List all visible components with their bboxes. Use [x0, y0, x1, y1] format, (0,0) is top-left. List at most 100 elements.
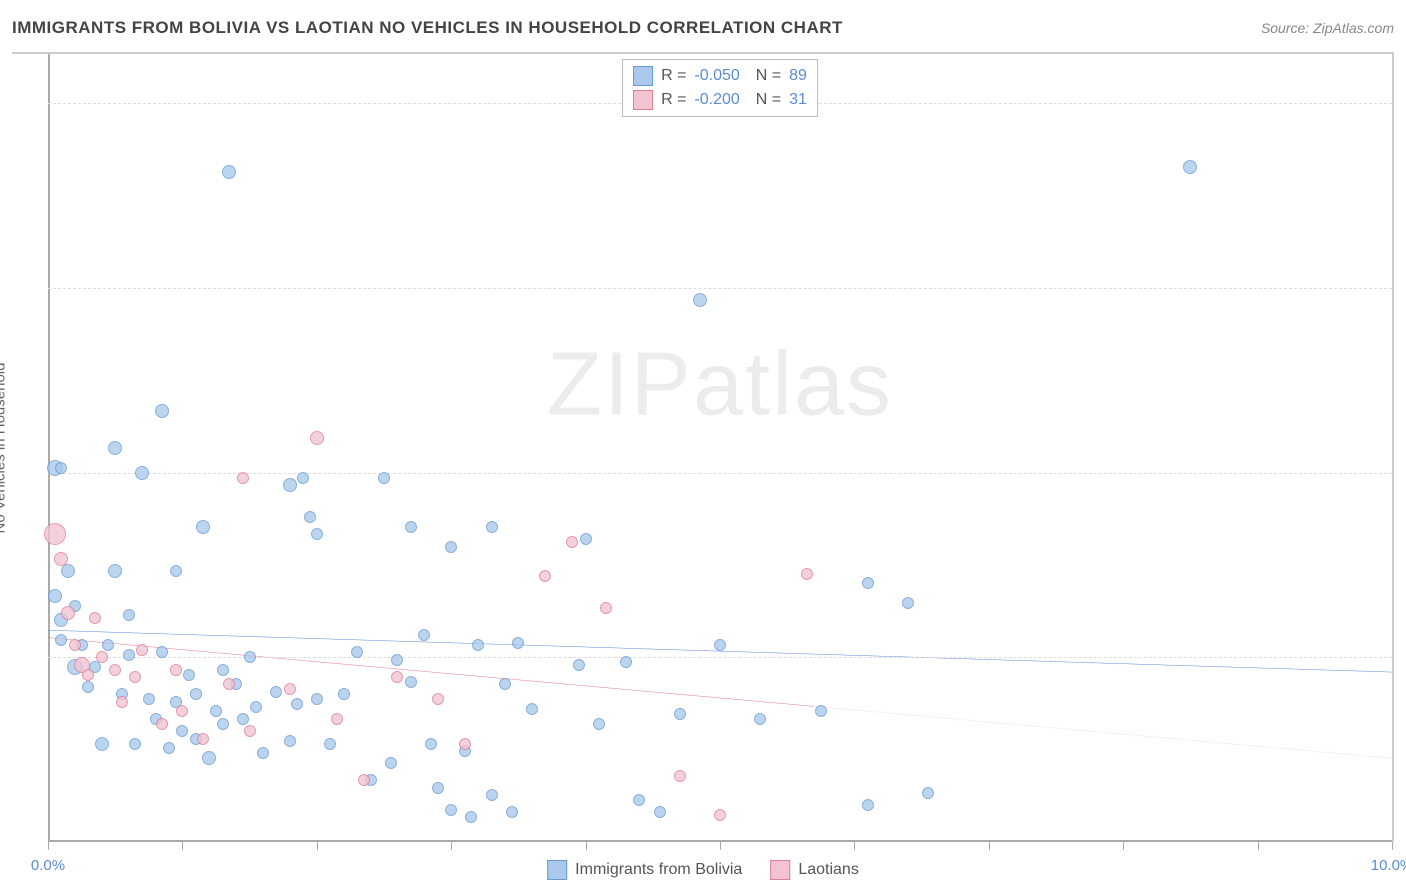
data-point [1183, 160, 1197, 174]
data-point [405, 521, 417, 533]
data-point [129, 671, 141, 683]
stat-value-r: -0.200 [694, 88, 739, 112]
data-point [136, 644, 148, 656]
data-point [222, 165, 236, 179]
stat-value-n: 31 [789, 88, 807, 112]
stat-label-r: R = [661, 88, 686, 112]
watermark: ZIPatlas [547, 333, 893, 436]
data-point [620, 656, 632, 668]
data-point [674, 708, 686, 720]
x-tick [854, 842, 855, 850]
data-point [815, 705, 827, 717]
data-point [432, 782, 444, 794]
data-point [156, 646, 168, 658]
data-point [283, 478, 297, 492]
stats-legend-row: R = -0.200 N = 31 [633, 88, 807, 112]
data-point [580, 533, 592, 545]
legend-swatch [547, 860, 567, 880]
data-point [223, 678, 235, 690]
data-point [324, 738, 336, 750]
data-point [633, 794, 645, 806]
data-point [237, 472, 249, 484]
stat-label-n: N = [756, 64, 781, 88]
data-point [310, 431, 324, 445]
x-tick [720, 842, 721, 850]
data-point [304, 511, 316, 523]
data-point [862, 577, 874, 589]
data-point [486, 789, 498, 801]
x-tick [1123, 842, 1124, 850]
data-point [61, 606, 75, 620]
data-point [108, 441, 122, 455]
data-point [217, 664, 229, 676]
data-point [210, 705, 222, 717]
data-point [143, 693, 155, 705]
data-point [445, 541, 457, 553]
legend-item: Immigrants from Bolivia [547, 860, 742, 880]
data-point [82, 681, 94, 693]
data-point [331, 713, 343, 725]
data-point [61, 564, 75, 578]
data-point [311, 693, 323, 705]
data-point [176, 725, 188, 737]
data-point [135, 466, 149, 480]
data-point [44, 523, 66, 545]
data-point [250, 701, 262, 713]
data-point [391, 654, 403, 666]
data-point [102, 639, 114, 651]
data-point [284, 683, 296, 695]
x-tick [182, 842, 183, 850]
data-point [155, 404, 169, 418]
x-tick [317, 842, 318, 850]
data-point [506, 806, 518, 818]
data-point [693, 293, 707, 307]
data-point [922, 787, 934, 799]
data-point [217, 718, 229, 730]
data-point [109, 664, 121, 676]
data-point [129, 738, 141, 750]
data-point [674, 770, 686, 782]
x-tick [451, 842, 452, 850]
data-point [257, 747, 269, 759]
stat-value-n: 89 [789, 64, 807, 88]
data-point [55, 462, 67, 474]
data-point [358, 774, 370, 786]
title-bar: IMMIGRANTS FROM BOLIVIA VS LAOTIAN NO VE… [12, 18, 1394, 38]
data-point [163, 742, 175, 754]
source-attribution: Source: ZipAtlas.com [1261, 20, 1394, 36]
data-point [55, 634, 67, 646]
x-tick [586, 842, 587, 850]
data-point [573, 659, 585, 671]
series-legend: Immigrants from Bolivia Laotians [547, 860, 859, 880]
data-point [405, 676, 417, 688]
data-point [351, 646, 363, 658]
x-tick [989, 842, 990, 850]
data-point [385, 757, 397, 769]
stats-legend: R =-0.050N =89R =-0.200N =31 [622, 59, 818, 117]
data-point [54, 552, 68, 566]
data-point [82, 669, 94, 681]
stat-label-n: N = [756, 88, 781, 112]
legend-swatch [633, 66, 653, 86]
data-point [202, 751, 216, 765]
data-point [48, 589, 62, 603]
data-point [237, 713, 249, 725]
data-point [89, 612, 101, 624]
data-point [486, 521, 498, 533]
data-point [754, 713, 766, 725]
data-point [512, 637, 524, 649]
data-point [176, 705, 188, 717]
data-point [459, 738, 471, 750]
data-point [270, 686, 282, 698]
data-point [465, 811, 477, 823]
data-point [297, 472, 309, 484]
data-point [445, 804, 457, 816]
data-point [566, 536, 578, 548]
data-point [539, 570, 551, 582]
legend-label: Laotians [798, 861, 859, 879]
data-point [284, 735, 296, 747]
data-point [123, 649, 135, 661]
data-point [190, 688, 202, 700]
gridline [48, 473, 1392, 474]
data-point [600, 602, 612, 614]
